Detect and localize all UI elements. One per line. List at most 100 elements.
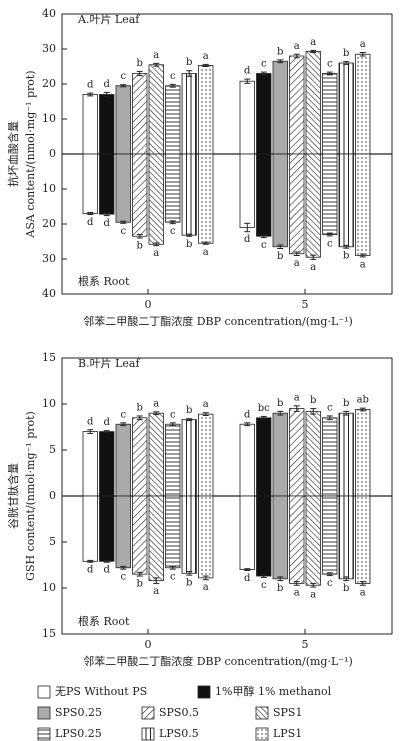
significance-letter: c (327, 238, 333, 249)
significance-letter: a (153, 248, 159, 259)
bar (239, 495, 255, 570)
bar (181, 73, 197, 155)
significance-letter: d (87, 80, 94, 91)
significance-letter: c (120, 226, 126, 237)
bar (355, 409, 371, 497)
significance-letter: b (137, 241, 143, 252)
bar (239, 423, 255, 497)
bar (338, 153, 354, 248)
significance-letter: a (360, 259, 366, 270)
bar (256, 153, 272, 237)
significance-letter: b (277, 251, 283, 262)
bar (165, 495, 181, 569)
significance-letter: d (244, 234, 251, 245)
legend-swatch (37, 685, 51, 699)
significance-letter: b (277, 46, 283, 57)
bar (355, 153, 371, 256)
bar (198, 413, 214, 497)
y-tick-label: 10 (42, 182, 56, 195)
significance-letter: a (294, 41, 300, 52)
significance-letter: a (294, 392, 300, 403)
lower-label: 根系 Root (78, 614, 130, 628)
significance-letter: a (153, 50, 159, 61)
bar (289, 495, 305, 584)
y-tick-label: 0 (49, 147, 56, 160)
bar (256, 417, 272, 497)
significance-letter: b (137, 402, 143, 413)
bar (181, 495, 197, 574)
bar (148, 153, 164, 245)
legend-label: 无PS Without PS (55, 685, 147, 698)
significance-letter: d (104, 417, 111, 428)
y-tick-label: 20 (42, 77, 56, 90)
significance-letter: d (244, 66, 251, 77)
x-axis-label: 邻苯二甲酸二丁酯浓度 DBP concentration/(mg·L⁻¹) (83, 314, 353, 328)
bar (322, 417, 338, 497)
significance-letter: a (360, 588, 366, 599)
significance-letter: b (137, 58, 143, 69)
significance-letter: b (277, 398, 283, 409)
bar (148, 412, 164, 497)
y-tick-label: 30 (42, 252, 56, 265)
significance-letter: c (170, 409, 176, 420)
significance-letter: a (294, 588, 300, 599)
y-tick-label: 40 (42, 7, 56, 20)
panel-title: B.叶片 Leaf (78, 357, 140, 370)
legend-label: SPS0.5 (159, 706, 199, 719)
bar (115, 153, 131, 223)
significance-letter: c (170, 572, 176, 583)
significance-letter: d (104, 79, 111, 90)
significance-letter: b (277, 583, 283, 594)
y-axis-label: ASA content/(nmol·mg⁻¹ prot) (24, 70, 37, 238)
x-tick-label: 0 (145, 298, 152, 311)
bar (132, 417, 148, 497)
bar (322, 495, 338, 575)
bar (148, 64, 164, 155)
bar (82, 153, 98, 214)
y-tick-label: 0 (49, 489, 56, 502)
bar (132, 495, 148, 575)
bar (198, 495, 214, 579)
significance-letter: a (310, 590, 316, 601)
significance-letter: c (170, 71, 176, 82)
significance-letter: a (203, 247, 209, 258)
bar (305, 51, 321, 155)
bar (338, 495, 354, 580)
bar (198, 65, 214, 155)
bar (239, 80, 255, 155)
significance-letter: d (87, 565, 94, 576)
bar (272, 60, 288, 155)
legend-swatch (141, 706, 155, 720)
bar (355, 495, 371, 584)
bar (132, 73, 148, 155)
significance-letter: a (153, 586, 159, 597)
significance-letter: a (203, 51, 209, 62)
significance-letter: c (261, 240, 267, 251)
legend-swatch (37, 727, 51, 741)
bar (165, 153, 181, 223)
bar (115, 495, 131, 569)
significance-letter: a (294, 258, 300, 269)
bar (305, 153, 321, 258)
bar (165, 85, 181, 155)
bar (82, 495, 98, 562)
bar (115, 85, 131, 155)
bar (239, 153, 255, 228)
significance-letter: b (343, 398, 349, 409)
y-axis-label: 抗坏血酸含量 (6, 121, 20, 187)
significance-letter: b (310, 395, 316, 406)
bar (99, 431, 115, 497)
bar (305, 495, 321, 586)
bar (115, 423, 131, 497)
bar (148, 495, 164, 582)
significance-letter: c (327, 402, 333, 413)
legend-label: SPS0.25 (55, 706, 102, 719)
legend-swatch (197, 685, 211, 699)
significance-letter: b (137, 579, 143, 590)
bar (272, 495, 288, 580)
significance-letter: c (120, 409, 126, 420)
bar (289, 153, 305, 255)
bar (198, 153, 214, 244)
y-tick-label: 10 (42, 112, 56, 125)
bar (289, 408, 305, 497)
